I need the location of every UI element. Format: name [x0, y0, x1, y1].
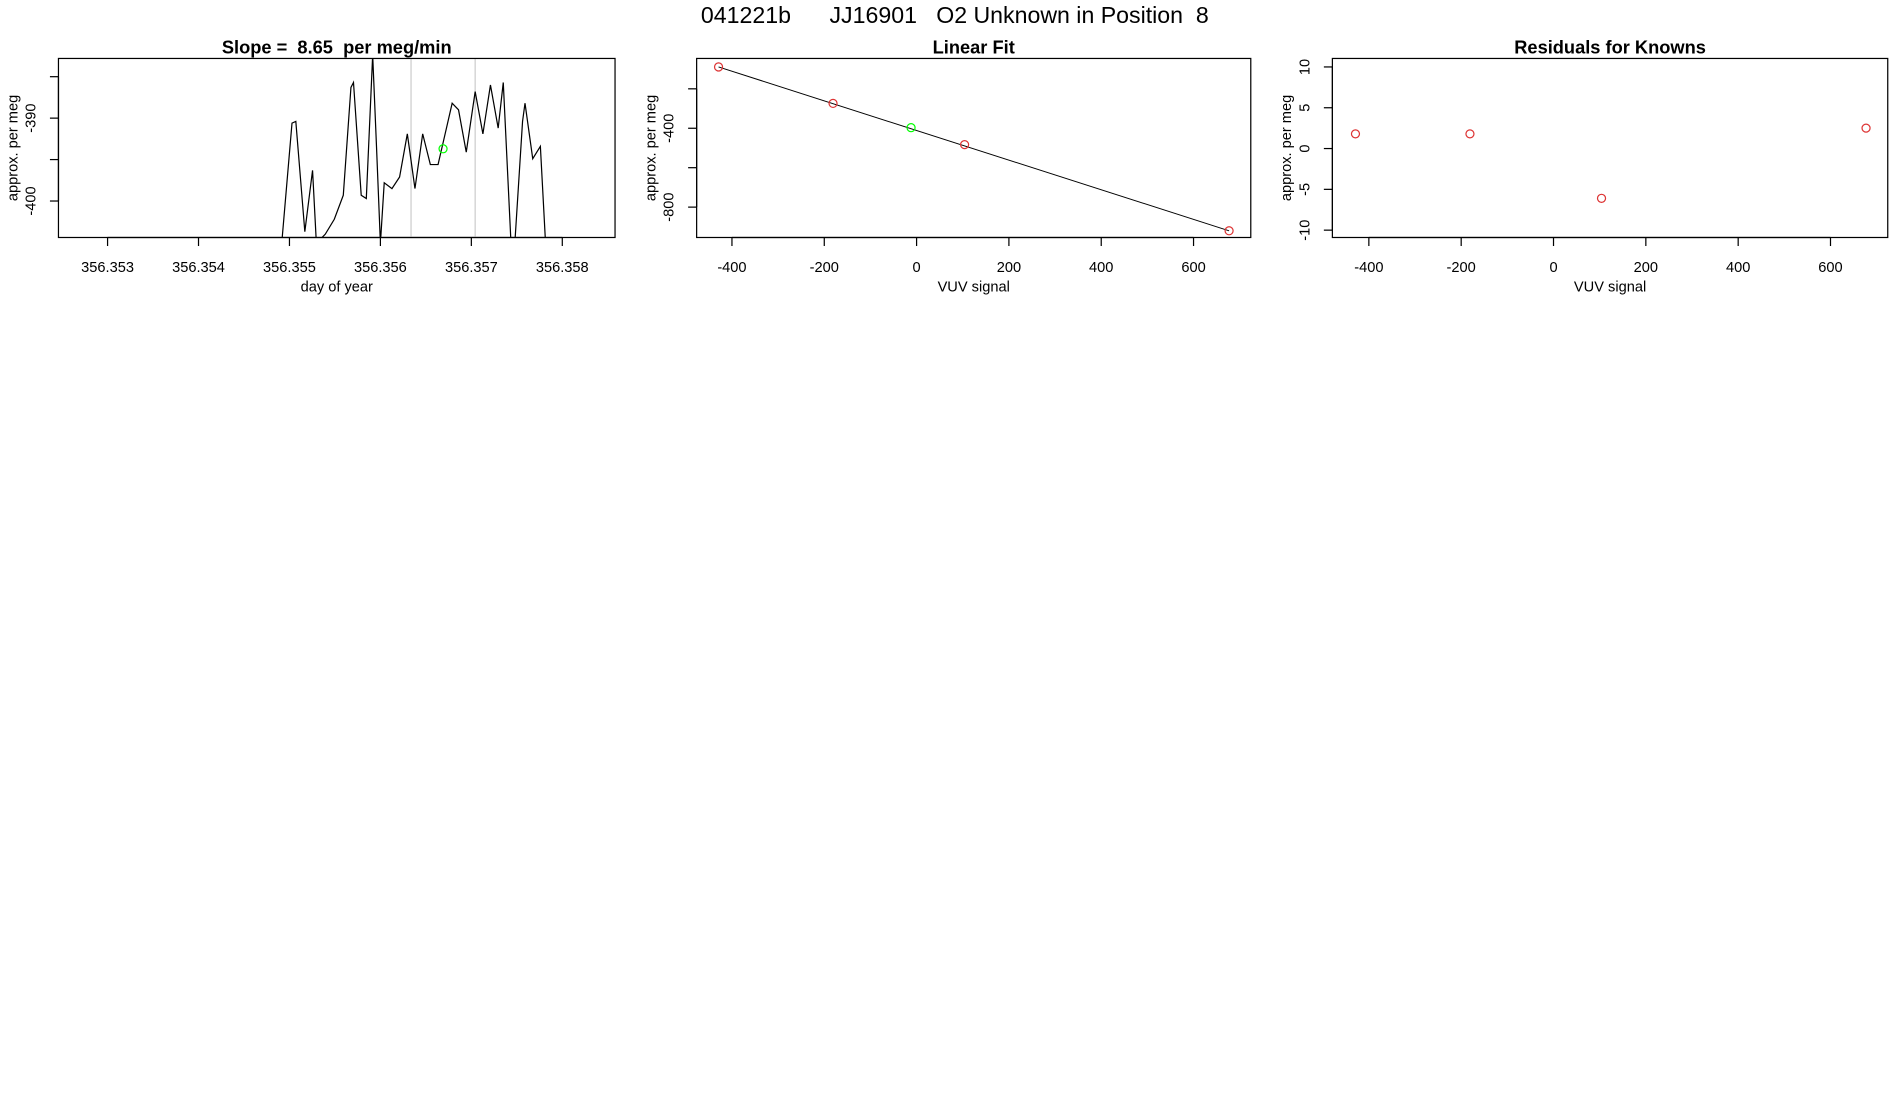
plot-area: 041221b JJ16901 O2 Unknown in Position 8…: [5, 2, 1889, 295]
data-point: [906, 123, 916, 133]
y-axis-label: approx. per meg: [1279, 95, 1295, 201]
plot-content: [718, 66, 1230, 232]
y-tick-label: -400: [24, 186, 40, 215]
x-tick-label: -400: [717, 260, 746, 276]
data-point: [713, 62, 724, 72]
x-tick-label: 0: [1549, 260, 1557, 276]
y-tick-label: -5: [1297, 183, 1313, 196]
x-tick-label: -200: [810, 260, 839, 276]
plot-box: [57, 57, 616, 239]
x-axis-label: VUV signal: [938, 279, 1010, 295]
y-tick-label: -800: [662, 193, 678, 222]
x-tick-label: -400: [1354, 260, 1383, 276]
panel-title: Linear Fit: [933, 37, 1015, 58]
x-axis-label: VUV signal: [1574, 279, 1646, 295]
plot-content: [281, 58, 546, 238]
y-axis-label: approx. per meg: [643, 95, 659, 201]
fit-line: [718, 66, 1230, 232]
x-tick-label: 356.357: [445, 260, 498, 276]
x-tick-label: 356.355: [263, 260, 316, 276]
x-tick-label: 356.358: [536, 260, 589, 276]
data-point: [1465, 129, 1475, 139]
y-tick-label: -400: [662, 114, 678, 143]
x-tick-label: 356.356: [354, 260, 407, 276]
x-tick-label: 400: [1726, 260, 1750, 276]
x-tick-label: 356.353: [81, 260, 134, 276]
x-axis-label: day of year: [301, 279, 373, 295]
y-tick-label: 10: [1297, 59, 1313, 75]
x-tick-label: 600: [1181, 260, 1205, 276]
y-tick-label: 0: [1297, 144, 1313, 152]
x-tick-label: 600: [1818, 260, 1842, 276]
panel-title: Residuals for Knowns: [1514, 37, 1706, 58]
panel: Residuals for Knowns VUV signal approx. pe…: [1279, 37, 1889, 295]
data-line: [281, 58, 546, 238]
x-tick-label: 400: [1089, 260, 1113, 276]
y-axis-label: approx. per meg: [5, 95, 21, 201]
y-tick-label: 5: [1297, 104, 1313, 112]
plot-box: [1331, 57, 1889, 239]
data-point: [1224, 226, 1234, 236]
plot-box: [696, 57, 1252, 239]
data-point: [438, 144, 448, 154]
y-tick-label: -10: [1297, 220, 1313, 241]
panel-title: Slope = 8.65 per meg/min: [222, 37, 452, 58]
data-point: [1861, 123, 1871, 133]
panel: Slope = 8.65 per meg/min day of year appro…: [5, 37, 616, 295]
x-tick-label: 200: [1634, 260, 1658, 276]
data-point: [828, 98, 838, 109]
data-point: [1596, 193, 1607, 203]
x-tick-label: -200: [1447, 260, 1476, 276]
figure-title: 041221b JJ16901 O2 Unknown in Position 8: [701, 2, 1209, 28]
x-tick-label: 200: [997, 260, 1021, 276]
data-point: [1350, 129, 1361, 139]
y-tick-label: -390: [24, 104, 40, 133]
data-point: [959, 139, 970, 150]
x-tick-label: 0: [913, 260, 921, 276]
x-tick-label: 356.354: [172, 260, 225, 276]
